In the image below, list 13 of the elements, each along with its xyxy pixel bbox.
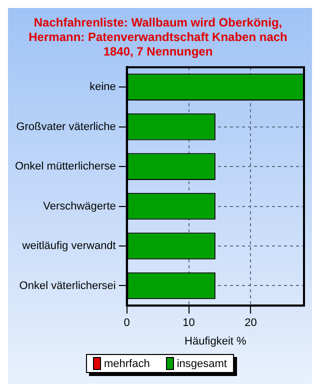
chart-title: Nachfahrenliste: Wallbaum wird Oberkönig, Hermann: Patenverwandtschaft Knaben nach 1840, 7 Nennungen: [28, 16, 288, 58]
x-tick-label: 20: [244, 317, 257, 330]
text: insgesamt: [176, 358, 227, 370]
y-tick-label: weitläufig verwandt: [21, 240, 116, 252]
y-tick-label: Onkel väterlichersei: [19, 280, 116, 292]
x-axis-title: Häufigkeit %: [184, 335, 247, 348]
y-tick-label: Großvater väterliche: [16, 120, 116, 133]
y-tick-label: Verschwägerte: [43, 200, 116, 212]
y-tick-label: keine: [90, 81, 116, 94]
legend-label: mehrfach: [104, 358, 150, 370]
y-tick-label: Onkel mütterlicherse: [14, 160, 116, 173]
x-tick-label: 10: [182, 317, 195, 330]
x-tick-label: 0: [124, 317, 130, 330]
